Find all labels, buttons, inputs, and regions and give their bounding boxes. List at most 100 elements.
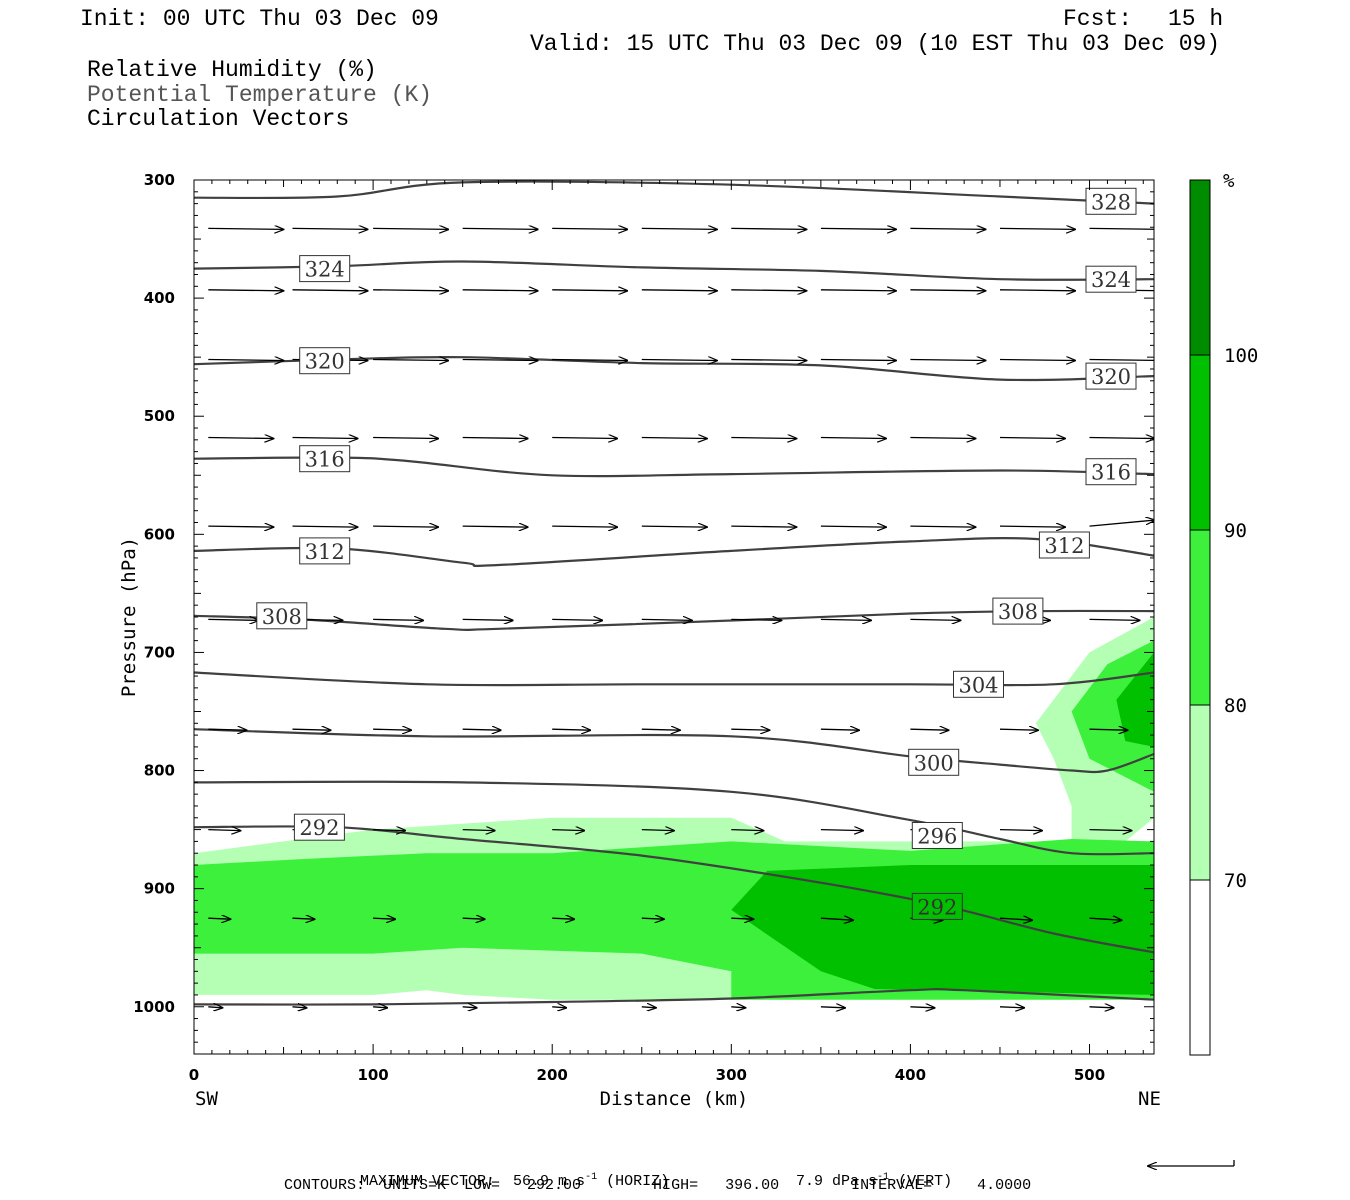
wind-vector	[999, 918, 1032, 920]
wind-vector	[731, 830, 763, 831]
wind-vector	[820, 360, 896, 361]
wind-vector	[641, 729, 680, 730]
wind-vector	[208, 290, 283, 291]
wind-vector	[910, 228, 985, 229]
contour-label-box	[1085, 265, 1137, 293]
wind-vector	[820, 619, 871, 620]
colorbar-band	[1190, 530, 1210, 705]
wind-vector	[820, 1007, 845, 1008]
axis-ticks	[193, 179, 1154, 1055]
wind-vector	[373, 830, 405, 831]
wind-vector	[1089, 520, 1154, 527]
y-tick-label: 300	[144, 171, 175, 189]
wind-vector	[462, 729, 501, 730]
wind-vector	[208, 228, 283, 229]
wind-vector	[462, 360, 538, 361]
wind-vector	[910, 360, 985, 361]
wind-vector	[999, 228, 1075, 229]
wind-vector	[552, 619, 602, 620]
contour-label-box	[299, 445, 351, 473]
horiz-exponent: -1	[585, 1172, 598, 1183]
x-axis-title: Distance (km)	[600, 1088, 749, 1110]
wind-vector	[641, 526, 707, 527]
colorbar-band	[1190, 880, 1210, 1055]
wind-vector	[552, 1007, 566, 1008]
contour-label-304: 304	[958, 673, 998, 697]
wind-vector	[462, 619, 513, 620]
max-vector-horiz-value: MAXIMUM VECTOR: 56.9 m s	[360, 1173, 586, 1190]
wind-vector	[373, 1007, 387, 1008]
field-rh-title: Relative Humidity (%)	[87, 57, 377, 83]
y-tick-label: 800	[144, 762, 175, 780]
wind-vector	[208, 360, 283, 361]
wind-vector	[1089, 438, 1154, 439]
wind-vector	[731, 290, 806, 291]
wind-vector	[373, 619, 423, 620]
contour-label-box	[992, 597, 1044, 625]
wind-vector	[820, 228, 896, 229]
wind-vector	[820, 290, 896, 291]
wind-vector	[373, 438, 438, 439]
wind-vector	[373, 290, 448, 291]
colorbar-unit: %	[1223, 170, 1235, 192]
wind-vector	[552, 228, 627, 229]
wind-vector	[552, 830, 584, 831]
vert-exponent: -1	[877, 1172, 890, 1183]
x-tick-label: 300	[716, 1066, 747, 1084]
contour-label-box	[256, 602, 308, 630]
wind-vector	[208, 438, 273, 439]
contour-label-box	[293, 813, 345, 841]
wind-vector	[641, 830, 674, 831]
contour-label-box	[908, 748, 960, 776]
theta-contour-layer	[194, 180, 1154, 1006]
wind-vector	[552, 438, 617, 439]
colorbar: 100 90 80 70	[1189, 179, 1258, 1056]
wind-vector	[462, 1007, 477, 1008]
contour-label-308: 308	[998, 600, 1038, 624]
wind-vector	[1089, 729, 1128, 730]
init-time: Init: 00 UTC Thu 03 Dec 09	[80, 6, 439, 32]
x-tick-label: 400	[895, 1066, 926, 1084]
max-vector-vert-label: (VERT)	[898, 1173, 953, 1190]
colorbar-label-70: 70	[1224, 870, 1247, 892]
y-tick-label: 700	[144, 643, 175, 661]
forecast-label: Fcst:	[1063, 6, 1133, 32]
x-tick-label: 200	[537, 1066, 568, 1084]
wind-vector	[373, 918, 395, 919]
wind-vector	[552, 290, 627, 291]
theta-contour-292-0	[194, 987, 1154, 1006]
wind-vector	[641, 290, 717, 291]
contour-label-292: 292	[917, 895, 957, 919]
contour-info: CONTOURS: UNITS=K LOW= 292.00 HIGH= 396.…	[284, 1177, 1032, 1194]
colorbar-band	[1190, 705, 1210, 880]
wind-vector	[999, 290, 1075, 291]
wind-vector	[292, 228, 368, 229]
rh-region-90-4	[731, 865, 1154, 995]
contour-label-320: 320	[1091, 365, 1131, 389]
wind-vector	[731, 438, 796, 439]
humidity-fill-layer	[194, 617, 1154, 1000]
wind-vector	[208, 526, 273, 527]
contour-label-292: 292	[299, 816, 339, 840]
wind-vector	[1089, 830, 1132, 831]
wind-vector	[1089, 358, 1154, 362]
wind-vector	[910, 1007, 934, 1008]
wind-vector	[373, 526, 438, 527]
wind-vector	[208, 830, 240, 831]
wind-vector	[641, 228, 717, 229]
field-vectors-title: Circulation Vectors	[87, 106, 350, 132]
wind-vector	[552, 918, 574, 919]
wind-vector	[999, 360, 1075, 361]
wind-vector	[910, 619, 960, 620]
theta-contour-328-10	[194, 180, 1154, 205]
y-axis-title: Pressure (hPa)	[118, 537, 140, 697]
wind-vector	[910, 729, 948, 730]
contour-label-box	[1085, 187, 1137, 215]
rh-region-90-5	[1116, 652, 1154, 747]
wind-vector	[208, 918, 230, 919]
wind-vector	[1089, 918, 1122, 920]
max-vector-info: MAXIMUM VECTOR: 56.9 m s-1 (HORIZ)	[342, 1158, 670, 1190]
wind-vector	[208, 619, 258, 620]
max-vector-horiz-label: (HORIZ)	[606, 1173, 670, 1190]
